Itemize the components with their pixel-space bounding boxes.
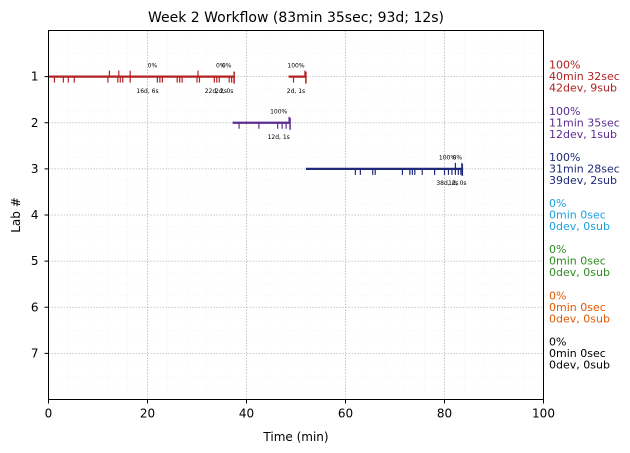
y-axis-label: Lab # [9,197,23,233]
lab-6-summary-line: 0dev, 0sub [549,312,610,325]
y-tick-label: 4 [31,208,39,222]
lab-3-annotation: 1d, 0s [448,180,466,187]
lab-4-summary-line: 0dev, 0sub [549,220,610,233]
x-tick-label: 0 [45,407,53,421]
lab-5-summary-line: 0min 0sec [549,255,606,268]
lab-7-summary-line: 0% [549,335,566,348]
lab-2-summary-line: 100% [549,105,580,118]
y-tick-label: 1 [31,70,39,84]
x-axis-label: Time (min) [262,430,328,444]
x-tick-label: 20 [140,407,155,421]
y-tick-label: 5 [31,254,39,268]
lab-6-summary-line: 0% [549,289,566,302]
lab-1-annotation: 100% [287,62,304,69]
x-tick-label: 100 [532,407,555,421]
lab-6-summary-line: 0min 0sec [549,301,606,314]
lab-1-annotation: 16d, 6s [136,88,158,95]
y-tick-label: 3 [31,162,39,176]
lab-1-summary-line: 42dev, 9sub [549,82,617,95]
lab-3-annotation: 100% [439,155,456,162]
lab-2-summary-line: 11min 35sec [549,116,620,129]
lab-3-summary-line: 31min 28sec [549,162,620,175]
y-tick-label: 2 [31,116,39,130]
lab-5-summary-line: 0% [549,243,566,256]
grid [48,30,544,400]
lab-1-annotation: 0% [148,62,158,69]
x-tick-label: 40 [239,407,254,421]
lab-3-annotation: 0% [453,155,463,162]
lab-1-annotation: 22d, 2s [205,88,227,95]
lab-4-summary-line: 0min 0sec [549,209,606,222]
lab-7-summary-line: 0dev, 0sub [549,358,610,371]
lab-1-summary-line: 40min 32sec [549,70,620,83]
lab-5-summary-line: 0dev, 0sub [549,266,610,279]
lab-4-summary-line: 0% [549,197,566,210]
chart-title: Week 2 Workflow (83min 35sec; 93d; 12s) [148,10,444,26]
y-tick-label: 7 [31,346,39,360]
x-tick-label: 60 [338,407,353,421]
lab-2-summary-line: 12dev, 1sub [549,128,617,141]
lab-2-annotation: 12d, 1s [268,134,290,141]
lab-7-summary-line: 0min 0sec [549,347,606,360]
lab-2-annotation: 100% [270,109,287,116]
lab-1-annotation: 0% [216,62,226,69]
y-tick-label: 6 [31,300,39,314]
x-tick-label: 80 [437,407,452,421]
lab-1-annotation: 0% [222,62,232,69]
lab-3-annotation: 38d, 2s [436,180,458,187]
lab-1-annotation: 2d, 1s [287,88,305,95]
axis-ticks: 0 20 40 60 80 100 1 2 3 4 5 6 7 [31,70,555,421]
lab-1-summary-line: 100% [549,59,580,72]
lab-3-summary-line: 39dev, 2sub [549,174,617,187]
lab-3-summary-line: 100% [549,151,580,164]
lab-1-annotation: 2d, 0s [215,88,233,95]
